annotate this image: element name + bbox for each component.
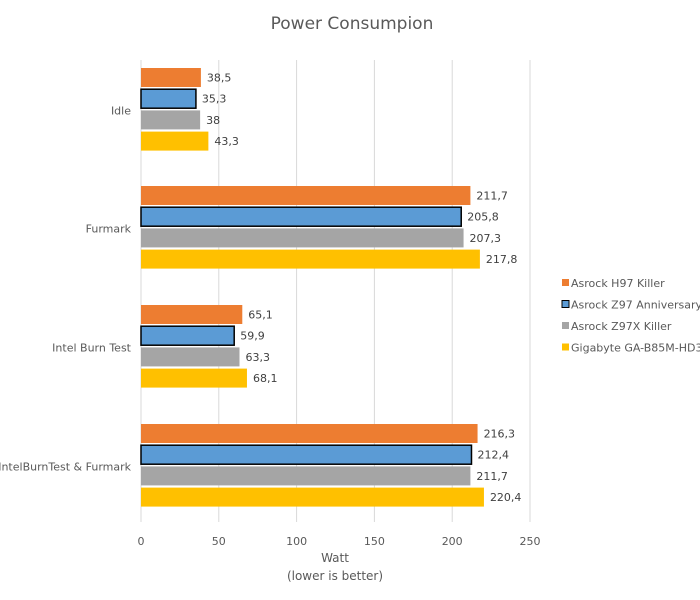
bar <box>140 206 462 227</box>
legend-item: Asrock H97 Killer <box>571 277 665 290</box>
data-label: 220,4 <box>490 491 521 504</box>
bar <box>140 325 235 346</box>
legend-swatch <box>562 322 569 329</box>
data-label: 43,3 <box>214 135 239 148</box>
data-label: 216,3 <box>484 428 516 441</box>
data-label: 217,8 <box>486 253 518 266</box>
legend-swatch <box>562 279 569 286</box>
legend-item: Asrock Z97X Killer <box>571 320 672 333</box>
data-label: 211,7 <box>476 470 508 483</box>
bar <box>141 487 484 507</box>
data-label: 212,4 <box>477 449 509 462</box>
bar <box>141 186 471 205</box>
bar <box>141 249 480 269</box>
data-label: 38 <box>206 114 220 127</box>
x-tick-label: 200 <box>442 535 463 548</box>
x-tick-label: 0 <box>138 535 145 548</box>
data-label: 38,5 <box>207 72 232 85</box>
x-axis-note: (lower is better) <box>287 569 383 583</box>
bar <box>141 110 201 130</box>
x-axis-label: Watt <box>321 551 349 565</box>
legend-item: Asrock Z97 Anniversary <box>571 299 700 312</box>
data-label: 207,3 <box>470 232 502 245</box>
bar <box>141 131 209 151</box>
legend-item: Gigabyte GA-B85M-HD3 <box>571 342 700 355</box>
x-tick-label: 50 <box>212 535 226 548</box>
legend-swatch <box>562 343 569 351</box>
chart-title: Power Consumpion <box>271 14 434 34</box>
data-label: 59,9 <box>240 330 265 343</box>
category-label: Intel Burn Test <box>52 341 132 354</box>
data-label: 63,3 <box>245 351 270 364</box>
bar <box>141 68 201 87</box>
data-label: 35,3 <box>202 93 227 106</box>
x-tick-label: 150 <box>364 535 385 548</box>
bar <box>141 228 464 248</box>
bar <box>141 368 247 388</box>
bar <box>140 444 473 465</box>
bar <box>141 466 471 486</box>
category-label: Idle <box>111 104 131 117</box>
data-label: 205,8 <box>467 211 499 224</box>
data-label: 211,7 <box>476 190 508 203</box>
data-label: 65,1 <box>248 309 273 322</box>
bar <box>141 424 478 443</box>
x-tick-label: 100 <box>286 535 307 548</box>
x-tick-label: 250 <box>520 535 541 548</box>
category-label: Furmark <box>86 222 132 235</box>
data-label: 68,1 <box>253 372 278 385</box>
category-label: IntelBurnTest & Furmark <box>0 460 132 473</box>
bar <box>141 305 243 324</box>
bar <box>141 347 240 367</box>
legend-swatch <box>561 300 570 308</box>
bar <box>140 88 197 109</box>
